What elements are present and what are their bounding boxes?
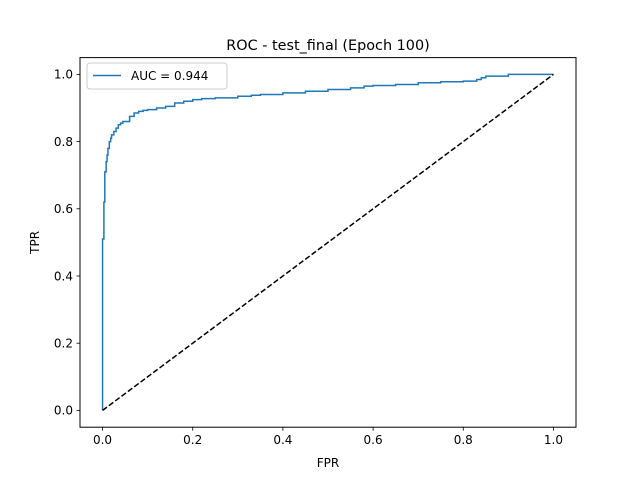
y-axis-label: TPR [28,231,42,255]
legend-box [86,62,228,90]
roc-curve-line [101,73,554,411]
x-tick-label: 0.0 [93,433,112,447]
y-tick-label: 0.6 [54,202,73,216]
y-tick-label: 0.4 [54,269,73,283]
x-tick-label: 0.8 [454,433,473,447]
x-tick-label: 0.4 [273,433,292,447]
x-axis-ticks: 0.0 0.2 0.4 0.6 0.8 1.0 [93,427,563,447]
x-tick-label: 0.2 [183,433,202,447]
y-tick-label: 0.8 [54,135,73,149]
series-layer [101,73,554,412]
legend: AUC = 0.944 [86,62,228,90]
chance-diagonal-line [102,73,554,412]
y-tick-label: 0.0 [54,404,73,418]
y-axis-ticks: 0.0 0.2 0.4 0.6 0.8 1.0 [54,68,80,418]
plot-frame [79,57,577,428]
legend-label: AUC = 0.944 [131,69,208,83]
y-tick-label: 0.2 [54,337,73,351]
y-tick-label: 1.0 [54,68,73,82]
x-tick-label: 0.6 [364,433,383,447]
x-tick-label: 1.0 [544,433,563,447]
x-axis-label: FPR [317,456,339,470]
chart-title: ROC - test_final (Epoch 100) [226,38,429,54]
